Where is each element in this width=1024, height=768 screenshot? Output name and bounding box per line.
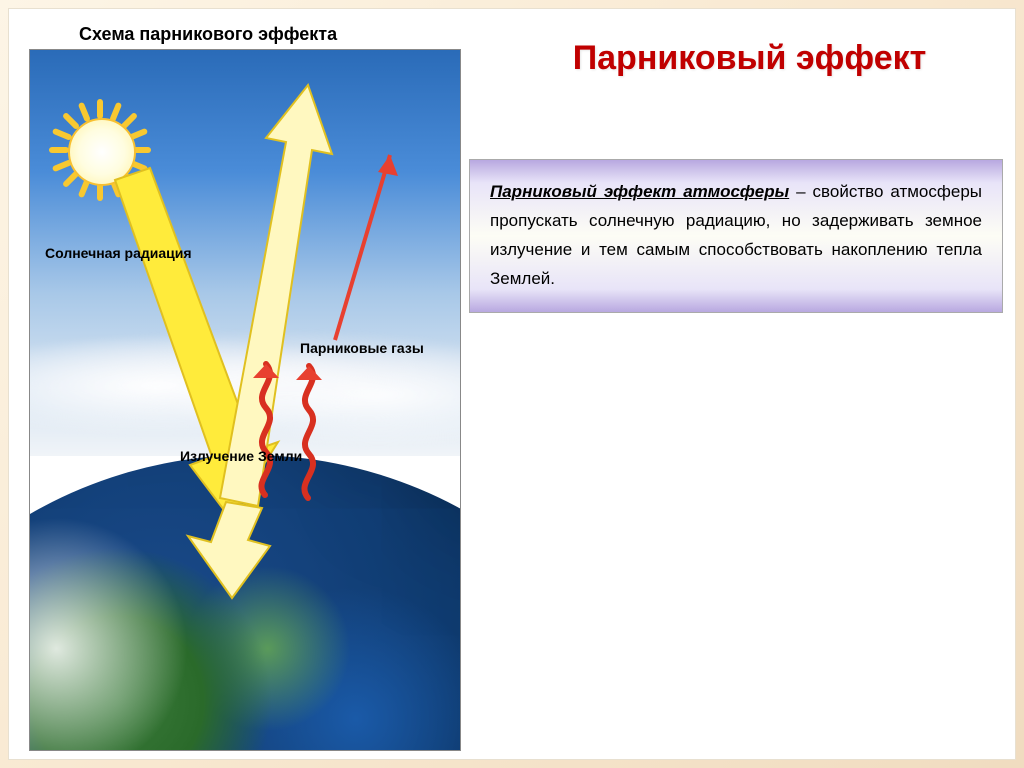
sun-ray (97, 99, 103, 119)
main-title: Парниковый эффект (499, 39, 1000, 78)
slide-root: Парниковый эффект Парниковый эффект атмо… (0, 0, 1024, 768)
label-earth-radiation: Излучение Земли (180, 448, 302, 464)
definition-box: Парниковый эффект атмосферы – свойство а… (469, 159, 1003, 313)
slide-inner: Парниковый эффект Парниковый эффект атмо… (8, 8, 1016, 760)
earth-region (30, 435, 460, 750)
diagram-title: Схема парникового эффекта (79, 24, 337, 45)
sun-icon (55, 105, 145, 195)
label-greenhouse-gases: Парниковые газы (300, 340, 424, 356)
definition-dash: – (789, 182, 812, 201)
diagram-box: Солнечная радиация Парниковые газы Излуч… (29, 49, 461, 751)
sun-ray (49, 147, 69, 153)
sun-core (68, 118, 136, 186)
definition-term: Парниковый эффект атмосферы (490, 182, 789, 201)
label-solar-radiation: Солнечная радиация (45, 245, 192, 261)
earth-globe (29, 455, 461, 751)
